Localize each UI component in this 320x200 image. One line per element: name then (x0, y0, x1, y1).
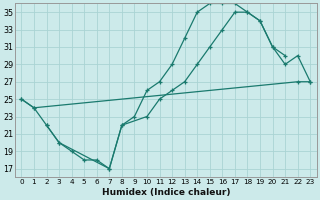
X-axis label: Humidex (Indice chaleur): Humidex (Indice chaleur) (101, 188, 230, 197)
